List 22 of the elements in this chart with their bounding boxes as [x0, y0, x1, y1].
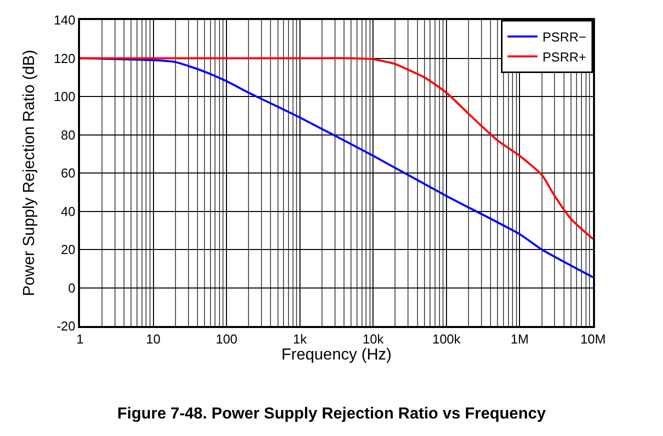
y-tick-label: 120 [54, 50, 76, 66]
y-tick-label: 20 [60, 242, 76, 258]
legend-label: PSRR− [542, 30, 586, 45]
y-tick-label: -20 [56, 318, 76, 334]
x-tick-label: 100 [216, 332, 238, 347]
text: Figure 7-48. Power Supply Rejection Ratio vs Frequency [117, 406, 546, 423]
x-tick-label: 10M [580, 332, 606, 347]
legend-label: PSRR+ [542, 49, 586, 64]
y-tick-label: 100 [54, 89, 76, 104]
x-tick-label: 10k [362, 332, 384, 347]
y-axis-title: Power Supply Rejection Ratio (dB) [21, 50, 38, 296]
y-tick-label: 80 [60, 127, 76, 142]
x-tick-label: 1M [510, 332, 529, 347]
y-tick-label: 140 [54, 12, 76, 28]
x-tick-label: 1k [292, 332, 308, 347]
y-tick-label: 40 [60, 204, 76, 219]
x-tick-label: 1 [76, 332, 84, 347]
y-tick-label: 60 [60, 166, 76, 181]
x-tick-label: 10 [146, 332, 161, 347]
x-tick-label: 100k [432, 332, 462, 347]
x-axis-title: Frequency (Hz) [281, 346, 392, 364]
y-tick-label: 0 [68, 280, 76, 296]
